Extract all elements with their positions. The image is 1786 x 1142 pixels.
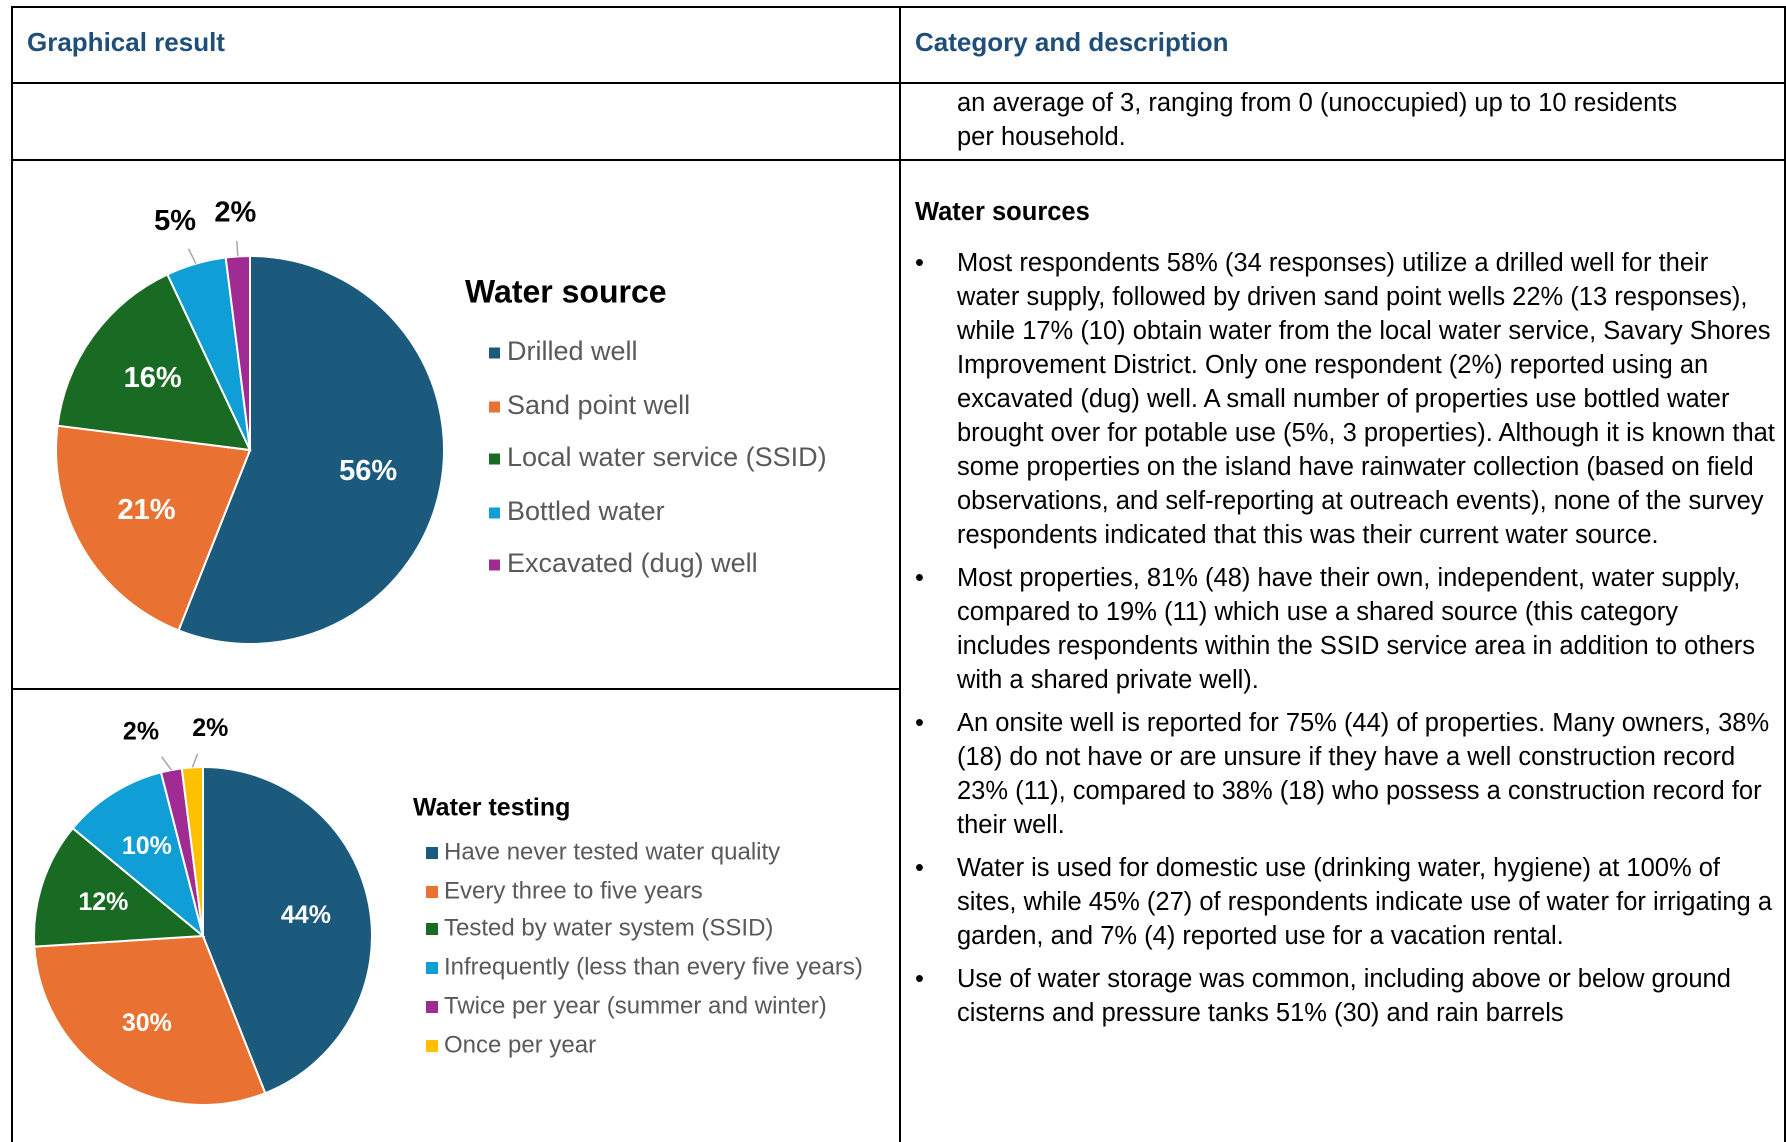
legend-swatch — [426, 962, 438, 974]
border — [11, 159, 1786, 161]
legend-label: Twice per year (summer and winter) — [444, 992, 827, 1019]
border — [899, 6, 901, 1142]
data-label: 2% — [214, 196, 256, 228]
pie-slice — [56, 273, 252, 452]
data-label: 30% — [122, 1009, 172, 1037]
continued-text: an average of 3, ranging from 0 (unoccup… — [957, 89, 1678, 151]
leader-line — [160, 756, 172, 771]
legend-swatch — [489, 559, 500, 571]
data-label: 44% — [281, 901, 331, 929]
pie-slice — [33, 934, 267, 1106]
bullet: An onsite well is reported for 75% (44) … — [915, 706, 1777, 842]
bullet: Water is used for domestic use (drinking… — [915, 851, 1777, 953]
pie-slice — [202, 765, 373, 1095]
chart: 56% 21% 16% 5% 2% Water source Drilled well San… — [55, 196, 827, 645]
pie-slice — [33, 826, 206, 948]
data-label: 2% — [192, 714, 228, 742]
legend-title: Water source — [465, 273, 667, 309]
bullet: Most properties, 81% (48) have their own… — [915, 561, 1777, 697]
legend-swatch — [489, 453, 500, 465]
bullet: Most respondents 58% (34 responses) util… — [915, 246, 1777, 552]
bullet: Use of water storage was common, includi… — [915, 962, 1777, 1030]
header-cell: Category and description — [915, 27, 1229, 57]
legend-label: Every three to five years — [444, 877, 703, 904]
bullet-list: Most respondents 58% (34 responses) util… — [915, 246, 1777, 1030]
header-cell: Graphical result — [27, 27, 225, 57]
data-label: 5% — [154, 205, 196, 237]
leader-line — [236, 240, 239, 257]
data-label: 12% — [78, 888, 128, 916]
leader-line — [187, 248, 197, 265]
legend-label: Local water service (SSID) — [507, 442, 827, 472]
legend-label: Have never tested water quality — [444, 838, 780, 865]
legend-swatch — [426, 1040, 438, 1052]
pie-slice — [55, 424, 252, 632]
legend-swatch — [426, 1001, 438, 1013]
legend-swatch — [489, 401, 500, 413]
legend-label: Sand point well — [507, 390, 690, 420]
pie-slice — [177, 254, 445, 645]
border — [11, 688, 900, 690]
legend-label: Drilled well — [507, 336, 638, 366]
section-title: Water sources — [915, 198, 1090, 226]
data-label: 21% — [117, 494, 175, 526]
legend-label: Once per year — [444, 1031, 596, 1058]
border — [1784, 6, 1786, 1142]
legend-swatch — [426, 923, 438, 935]
legend-label: Tested by water system (SSID) — [444, 914, 773, 941]
leader-line — [191, 753, 199, 768]
description: Most respondents 58% (34 responses) util… — [915, 246, 1777, 1142]
legend-swatch — [426, 847, 438, 859]
data-label: 56% — [339, 455, 397, 487]
chart: 44% 30% 12% 10% 2% 2% Water testing Have never … — [33, 714, 863, 1106]
border — [11, 6, 13, 1142]
legend-swatch — [489, 507, 500, 519]
legend-swatch — [426, 886, 438, 898]
border — [11, 6, 1786, 8]
border — [11, 82, 1786, 84]
legend-label: Infrequently (less than every five years… — [444, 953, 863, 980]
legend-label: Bottled water — [507, 496, 665, 526]
pie-slice — [71, 771, 205, 939]
data-label: 16% — [124, 362, 182, 394]
legend-swatch — [489, 347, 500, 359]
data-label: 10% — [122, 832, 172, 860]
data-label: 2% — [123, 717, 159, 745]
legend-title: Water testing — [413, 794, 570, 822]
legend-label: Excavated (dug) well — [507, 548, 758, 578]
